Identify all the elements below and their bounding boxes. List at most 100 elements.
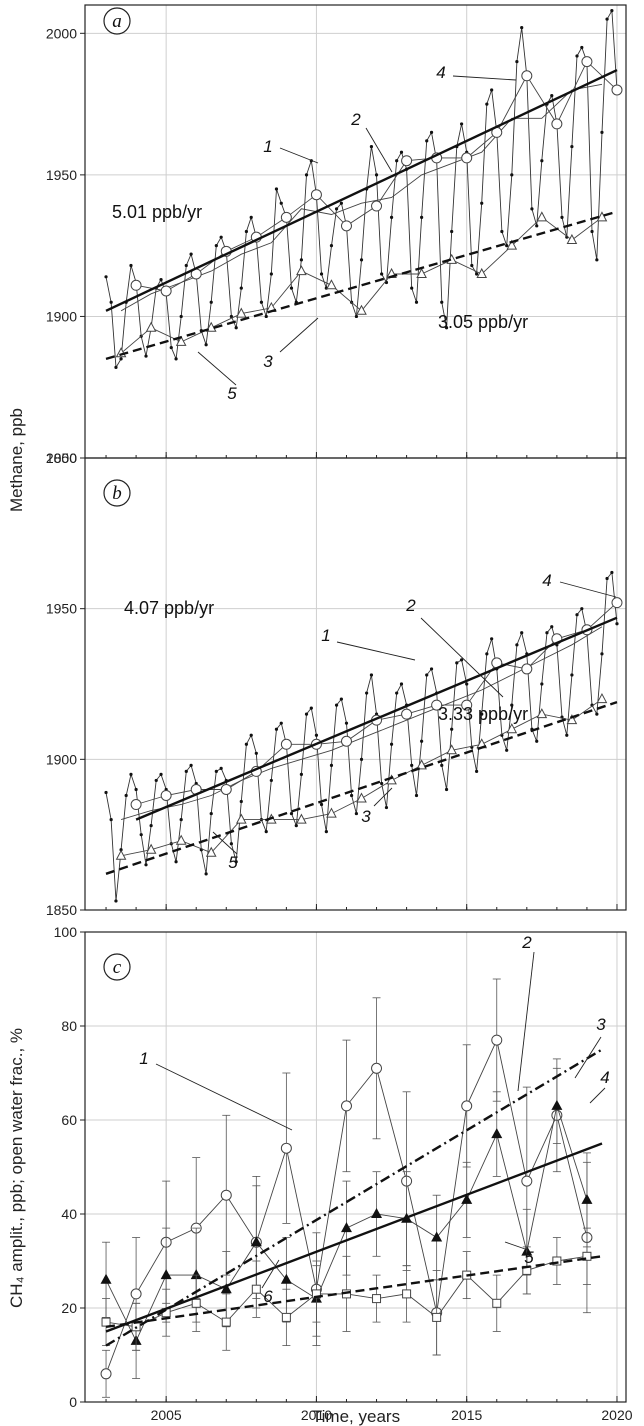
marker-triangle bbox=[296, 813, 307, 824]
monthly-point bbox=[344, 721, 349, 725]
monthly-point bbox=[395, 159, 399, 163]
monthly-point bbox=[500, 229, 504, 234]
marker-circle bbox=[130, 279, 142, 291]
series-monthly-line bbox=[105, 571, 618, 902]
x-tick-label: 2010 bbox=[301, 1407, 332, 1423]
monthly-point bbox=[264, 314, 268, 319]
marker-triangle bbox=[235, 307, 247, 318]
monthly-point bbox=[114, 899, 118, 903]
leader-line-5 bbox=[504, 1241, 529, 1251]
leader-line-2 bbox=[517, 951, 535, 1092]
monthly-point bbox=[444, 787, 449, 792]
trend-line-3 bbox=[105, 210, 618, 361]
monthly-point bbox=[505, 748, 509, 752]
marker-triangle-filled bbox=[190, 1269, 202, 1280]
y-tick-label: 1850 bbox=[46, 902, 77, 918]
series-line-4 bbox=[135, 602, 618, 805]
monthly-point bbox=[174, 357, 178, 361]
monthly-point bbox=[184, 769, 188, 773]
leader-line-2 bbox=[365, 127, 393, 173]
monthly-point bbox=[395, 691, 399, 695]
monthly-point bbox=[204, 343, 208, 347]
monthly-point bbox=[480, 201, 484, 205]
monthly-point bbox=[475, 272, 479, 276]
marker-square bbox=[552, 1256, 562, 1266]
y-tick-label: 20 bbox=[61, 1300, 77, 1316]
monthly-point bbox=[214, 769, 218, 773]
panel-letter: a bbox=[112, 11, 122, 32]
panel-letter: c bbox=[113, 957, 122, 978]
panel-letter-circle bbox=[103, 479, 131, 507]
marker-circle bbox=[401, 155, 413, 167]
marker-circle bbox=[491, 1034, 503, 1046]
marker-circle bbox=[521, 663, 533, 675]
marker-triangle-filled bbox=[461, 1193, 473, 1204]
monthly-point bbox=[299, 772, 303, 777]
marker-triangle bbox=[566, 714, 578, 725]
curve-label-2: 2 bbox=[350, 110, 361, 129]
marker-circle bbox=[130, 1288, 142, 1300]
monthly-point bbox=[354, 811, 359, 816]
monthly-point bbox=[354, 314, 359, 319]
monthly-point bbox=[530, 207, 534, 211]
marker-triangle-filled bbox=[160, 1269, 172, 1280]
monthly-point bbox=[365, 691, 369, 695]
marker-circle bbox=[340, 735, 352, 747]
panel-letter-circle bbox=[103, 953, 131, 981]
monthly-point bbox=[209, 811, 213, 816]
monthly-point bbox=[450, 229, 454, 234]
leader-line-1 bbox=[279, 147, 319, 164]
y-tick-label: 60 bbox=[61, 1112, 77, 1128]
monthly-point bbox=[560, 215, 564, 219]
marker-square bbox=[281, 1312, 291, 1322]
curve-label-4: 4 bbox=[600, 1068, 609, 1087]
marker-triangle bbox=[235, 813, 247, 824]
y-tick-label: 2000 bbox=[46, 25, 77, 41]
monthly-point bbox=[535, 224, 539, 228]
marker-triangle-filled bbox=[340, 1222, 352, 1233]
plot-frame-b bbox=[84, 457, 627, 911]
monthly-point bbox=[359, 757, 364, 761]
leader-line-6 bbox=[261, 1259, 280, 1289]
monthly-point bbox=[440, 763, 444, 767]
series-c bbox=[100, 978, 603, 1398]
y-tick-label: 1850 bbox=[46, 450, 77, 466]
marker-triangle bbox=[506, 239, 518, 250]
monthly-point bbox=[254, 751, 258, 755]
marker-triangle bbox=[566, 233, 578, 244]
monthly-point bbox=[109, 818, 113, 822]
monthly-point bbox=[399, 150, 404, 154]
monthly-point bbox=[339, 697, 343, 701]
monthly-point bbox=[319, 802, 324, 807]
panel-letter: b bbox=[112, 483, 122, 504]
monthly-point bbox=[510, 703, 514, 707]
leader-line-2 bbox=[420, 617, 504, 698]
y-tick-label: 0 bbox=[69, 1394, 77, 1410]
monthly-point bbox=[324, 830, 328, 834]
monthly-point bbox=[425, 139, 429, 143]
monthly-point bbox=[174, 860, 178, 864]
marker-circle bbox=[220, 783, 232, 795]
marker-circle bbox=[340, 1100, 352, 1112]
marker-circle bbox=[280, 1142, 292, 1154]
marker-circle bbox=[280, 211, 292, 223]
monthly-point bbox=[189, 763, 193, 767]
marker-triangle-filled bbox=[100, 1273, 112, 1284]
monthly-point bbox=[414, 300, 419, 304]
monthly-point bbox=[304, 173, 309, 177]
marker-triangle bbox=[296, 265, 307, 276]
monthly-point bbox=[289, 286, 294, 290]
y-tick-label: 40 bbox=[61, 1206, 77, 1222]
marker-triangle bbox=[175, 335, 187, 346]
monthly-point bbox=[570, 144, 574, 149]
monthly-point bbox=[179, 314, 183, 319]
marker-triangle bbox=[205, 846, 217, 857]
panel-a: 1850 1900 1950 2000 a 5.01 ppb/yr 3.05 ppb/yr 1… bbox=[46, 4, 627, 466]
marker-circle bbox=[521, 70, 533, 82]
leader-line-5 bbox=[197, 351, 237, 386]
monthly-point bbox=[369, 673, 374, 677]
marker-circle bbox=[130, 799, 142, 811]
marker-circle bbox=[100, 1368, 112, 1380]
leader-line-4 bbox=[589, 1087, 606, 1104]
